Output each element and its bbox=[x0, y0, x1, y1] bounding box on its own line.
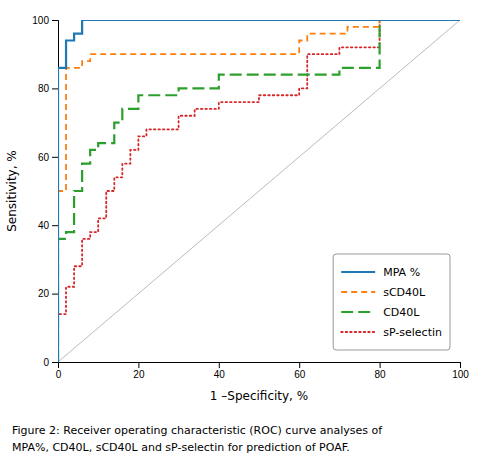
y-axis-line bbox=[52, 21, 59, 363]
roc-curve bbox=[58, 20, 460, 362]
legend: MPA % sCD40L CD40L sP-selectin bbox=[333, 254, 450, 350]
legend-item: sP-selectin bbox=[341, 326, 442, 339]
x-tick-mark bbox=[460, 362, 461, 368]
legend-label: sP-selectin bbox=[383, 326, 442, 339]
y-axis: 0 20 40 60 80 100 bbox=[32, 15, 58, 368]
x-tick-label: 0 bbox=[56, 369, 62, 380]
y-tick: 60 bbox=[38, 152, 58, 163]
y-tick-label: 0 bbox=[43, 357, 49, 368]
x-tick: 20 bbox=[133, 362, 145, 380]
legend-box bbox=[333, 254, 450, 350]
x-tick-label: 80 bbox=[375, 369, 387, 380]
y-tick-mark bbox=[52, 362, 58, 363]
plot: 0 20 40 60 80 100 0 20 40 60 80 100 1 –Specificity, … bbox=[5, 15, 469, 403]
y-tick: 0 bbox=[43, 357, 58, 368]
roc-curve bbox=[58, 20, 460, 362]
x-axis-line bbox=[59, 363, 461, 369]
y-tick-mark bbox=[52, 294, 58, 295]
x-tick: 80 bbox=[375, 362, 387, 380]
y-tick-label: 80 bbox=[38, 83, 50, 94]
y-tick-label: 20 bbox=[38, 288, 50, 299]
reference-line bbox=[58, 20, 460, 362]
y-tick-label: 100 bbox=[32, 15, 49, 26]
legend-item: MPA % bbox=[341, 266, 420, 279]
caption: MPA%, CD40L, sCD40L and sP-selectin for … bbox=[12, 441, 350, 454]
legend-item: CD40L bbox=[341, 306, 420, 319]
caption: Figure 2: Receiver operating characteris… bbox=[12, 424, 383, 437]
y-tick-mark bbox=[52, 157, 58, 158]
x-tick: 100 bbox=[452, 362, 469, 380]
x-tick-label: 20 bbox=[133, 369, 145, 380]
x-tick-mark bbox=[138, 362, 139, 368]
y-tick-label: 60 bbox=[38, 152, 50, 163]
y-tick-mark bbox=[52, 20, 58, 21]
legend-swatch bbox=[341, 331, 375, 333]
roc-curve bbox=[58, 20, 460, 362]
x-tick-label: 40 bbox=[214, 369, 226, 380]
y-tick: 80 bbox=[38, 83, 58, 94]
y-tick: 40 bbox=[38, 220, 58, 231]
marks bbox=[58, 20, 460, 362]
legend-label: sCD40L bbox=[383, 286, 426, 299]
chart: 0 20 40 60 80 100 0 20 40 60 80 100 1 –Specificity, … bbox=[0, 0, 482, 474]
x-tick-mark bbox=[219, 362, 220, 368]
y-tick-label: 40 bbox=[38, 220, 50, 231]
y-axis-title: Sensitivity, % bbox=[5, 150, 19, 232]
y-tick-mark bbox=[52, 225, 58, 226]
roc-curve bbox=[58, 20, 460, 362]
y-tick-mark bbox=[52, 88, 58, 89]
x-tick-label: 60 bbox=[294, 369, 306, 380]
x-axis-title: 1 –Specificity, % bbox=[210, 389, 308, 403]
x-tick: 60 bbox=[294, 362, 306, 380]
x-tick: 0 bbox=[56, 362, 62, 380]
x-tick-label: 100 bbox=[452, 369, 469, 380]
y-tick: 20 bbox=[38, 288, 58, 299]
x-axis: 0 20 40 60 80 100 bbox=[56, 362, 470, 380]
legend-label: CD40L bbox=[383, 306, 420, 319]
legend-item: sCD40L bbox=[341, 286, 426, 299]
x-tick-mark bbox=[299, 362, 300, 368]
y-tick: 100 bbox=[32, 15, 58, 26]
x-tick-mark bbox=[380, 362, 381, 368]
legend-swatch bbox=[341, 291, 375, 293]
x-tick: 40 bbox=[214, 362, 226, 380]
legend-swatch bbox=[341, 311, 375, 313]
legend-label: MPA % bbox=[383, 266, 420, 279]
legend-swatch bbox=[341, 271, 375, 273]
